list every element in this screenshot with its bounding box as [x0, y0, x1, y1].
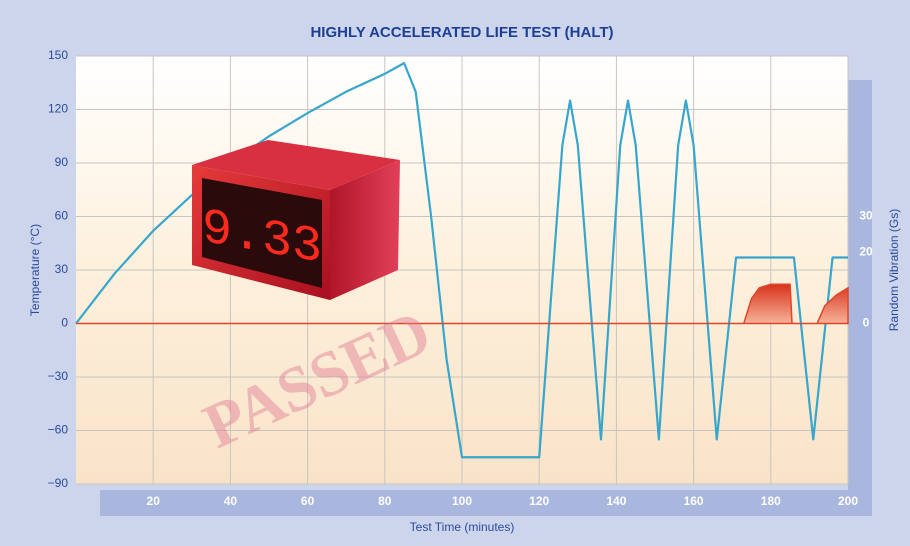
- y2-tick-label: 30: [859, 209, 873, 223]
- y-tick-label: 120: [48, 102, 68, 116]
- x-tick-label: 160: [684, 494, 704, 508]
- x-tick-label: 40: [224, 494, 238, 508]
- page: {"chart_data": { "type": "line", "title"…: [0, 0, 910, 546]
- x-tick-label: 120: [529, 494, 549, 508]
- y-tick-label: 90: [55, 155, 69, 169]
- right-axis-band: [848, 80, 872, 516]
- x-tick-label: 20: [147, 494, 161, 508]
- y2-tick-label: 0: [863, 316, 870, 330]
- y-tick-label: 0: [61, 316, 68, 330]
- y-tick-label: 30: [55, 262, 69, 276]
- y-tick-label: 60: [55, 209, 69, 223]
- x-tick-label: 200: [838, 494, 858, 508]
- x-tick-label: 180: [761, 494, 781, 508]
- x-tick-label: 140: [606, 494, 626, 508]
- x-tick-label: 80: [378, 494, 392, 508]
- y-axis-title: Temperature (°C): [28, 224, 42, 316]
- x-tick-label: 100: [452, 494, 472, 508]
- x-axis-title: Test Time (minutes): [410, 520, 515, 534]
- y2-tick-label: 20: [859, 244, 873, 258]
- y2-axis-title: Random Vibration (Gs): [887, 209, 901, 332]
- y-tick-label: −60: [48, 423, 69, 437]
- chart: HIGHLY ACCELERATED LIFE TEST (HALT) Test…: [0, 0, 910, 546]
- y-tick-label: −90: [48, 476, 69, 490]
- y-tick-label: 150: [48, 48, 68, 62]
- x-axis-band: [100, 490, 872, 516]
- y-tick-label: −30: [48, 369, 69, 383]
- x-tick-label: 60: [301, 494, 315, 508]
- chart-title: HIGHLY ACCELERATED LIFE TEST (HALT): [310, 24, 613, 41]
